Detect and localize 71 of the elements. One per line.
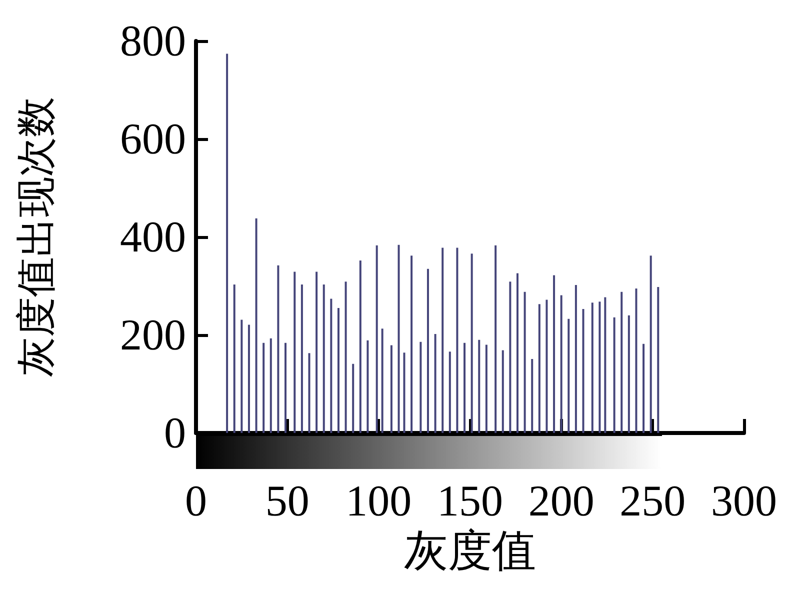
bar — [294, 272, 296, 433]
bar — [322, 284, 325, 433]
bar — [574, 285, 577, 433]
y-tick-label: 600 — [120, 114, 186, 164]
bar — [277, 265, 280, 433]
bar — [568, 318, 570, 433]
bar — [524, 292, 526, 433]
bar — [464, 342, 466, 433]
y-axis-title: 灰度值出现次数 — [14, 97, 58, 377]
x-axis-title: 灰度值 — [404, 526, 536, 576]
bar — [516, 273, 518, 433]
bar — [509, 282, 512, 433]
y-tick-label: 400 — [120, 212, 186, 262]
bar — [403, 352, 406, 433]
bar — [448, 352, 451, 433]
bar — [240, 320, 243, 433]
x-tick-label: 150 — [437, 476, 503, 526]
bar — [470, 254, 473, 433]
bar — [284, 342, 287, 433]
bar — [344, 282, 347, 433]
bar — [308, 353, 310, 433]
bar — [485, 344, 488, 433]
bar — [502, 350, 504, 433]
bar — [642, 344, 645, 433]
bar — [352, 364, 354, 433]
bar — [442, 248, 444, 433]
bar — [226, 54, 228, 433]
bar — [390, 345, 392, 433]
x-tick-label: 200 — [528, 476, 594, 526]
bar — [604, 297, 606, 433]
bar — [381, 328, 384, 433]
bar — [316, 272, 318, 433]
bar — [582, 309, 584, 433]
bar — [531, 359, 534, 433]
bar — [553, 275, 556, 433]
bar — [456, 248, 458, 433]
bar — [434, 334, 436, 433]
bar — [420, 342, 422, 433]
bar — [398, 244, 400, 433]
bar — [598, 302, 601, 433]
bar — [300, 284, 303, 433]
bar — [613, 317, 616, 433]
y-tick-label: 200 — [120, 310, 186, 360]
bar — [635, 288, 638, 433]
bar — [337, 308, 340, 433]
bar — [248, 324, 250, 433]
bar — [366, 340, 369, 433]
bar — [478, 340, 480, 433]
bar — [538, 304, 540, 433]
x-tick-label: 300 — [711, 476, 777, 526]
bar — [591, 302, 594, 433]
bar — [546, 300, 548, 433]
bar — [330, 298, 332, 433]
y-tick-label: 0 — [164, 408, 186, 458]
bar — [359, 260, 362, 433]
bar — [410, 256, 413, 433]
x-tick-label: 50 — [265, 476, 310, 526]
bar — [376, 245, 378, 433]
bar — [560, 295, 562, 433]
bar — [494, 245, 497, 433]
bar — [628, 315, 630, 433]
x-tick-label: 100 — [346, 476, 412, 526]
bar — [426, 268, 429, 433]
bar — [650, 256, 652, 433]
bar — [657, 286, 660, 433]
x-tick-label: 250 — [620, 476, 686, 526]
bar — [262, 342, 265, 433]
y-tick-label: 800 — [120, 16, 186, 66]
bar — [233, 284, 236, 433]
bar — [620, 292, 623, 433]
bar — [270, 338, 272, 433]
